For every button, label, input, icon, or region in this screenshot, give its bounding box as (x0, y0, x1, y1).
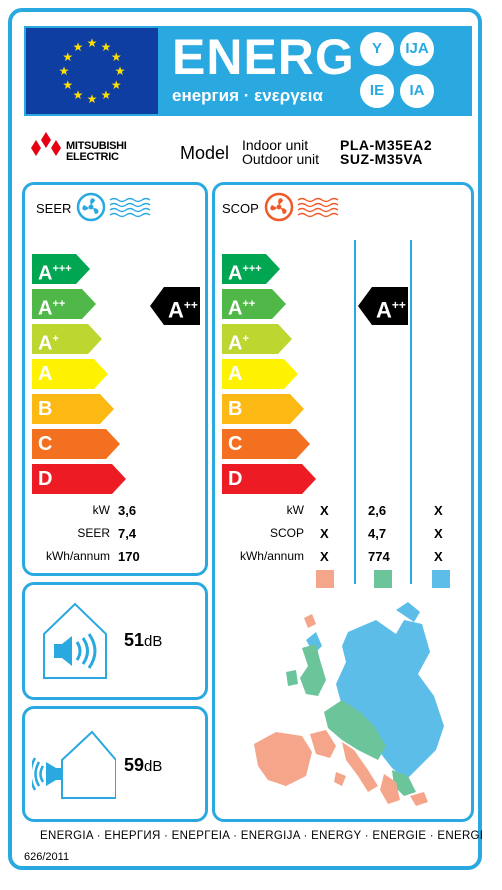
outdoor-noise-icon (29, 722, 117, 809)
cooling-class-label: C (38, 433, 53, 455)
cooling-class-bar: C (32, 429, 120, 459)
outdoor-model-number: SUZ-M35VA (340, 151, 423, 167)
eu-star-icon: ★ (111, 50, 122, 64)
heating-row-value: 2,6 (368, 503, 387, 518)
cooling-panel (22, 182, 208, 576)
indoor-unit-label: Indoor unit (242, 137, 309, 153)
heating-class-bar: C (222, 429, 310, 459)
energy-subtitle: енергия · ενεργεια (172, 86, 323, 105)
cooling-class-bar: D (32, 464, 126, 494)
lang-badge-ija: IJA (400, 32, 434, 66)
cooling-class-bar: A++ (32, 289, 96, 320)
cooling-class-label: A++ (38, 297, 66, 320)
zone-divider (354, 240, 356, 584)
heating-class-label: A+ (228, 332, 249, 355)
unit-types: Indoor unit Outdoor unit (242, 138, 319, 166)
indoor-model-number: PLA-M35EA2 (340, 137, 433, 153)
cooling-row-label: SEER (77, 526, 110, 540)
cooling-class-bar: A+++ (32, 254, 90, 285)
outdoor-noise-value: 59dB (124, 755, 163, 775)
heating-class-bar: A++ (222, 289, 286, 320)
eu-star-icon: ★ (115, 64, 126, 78)
heating-class-label: A+++ (228, 262, 262, 285)
cooling-rating-arrow: A++ (150, 287, 200, 325)
cooling-row-value: 170 (118, 549, 140, 564)
energy-title: ENERG (172, 29, 355, 85)
indoor-noise-icon (40, 600, 110, 687)
heating-row-value: X (320, 526, 329, 541)
heating-class-label: C (228, 433, 243, 455)
heating-class-label: D (228, 468, 243, 490)
outdoor-unit-label: Outdoor unit (242, 151, 320, 167)
heating-class-label: B (228, 398, 243, 420)
europe-climate-map-icon (246, 600, 456, 817)
zone-swatch-warmer (316, 570, 334, 588)
heating-class-bar: D (222, 464, 316, 494)
heating-class-label: A++ (228, 297, 256, 320)
heating-class-bar: A+ (222, 324, 292, 355)
heating-row-value: X (434, 503, 443, 518)
heating-row-label: SCOP (269, 526, 304, 540)
eu-flag-icon: ★ ★ ★ ★ ★ ★ ★ ★ ★ ★ ★ ★ (26, 28, 158, 114)
heating-row-label: kW (286, 503, 304, 517)
brand-line-2: ELECTRIC (66, 151, 119, 163)
heating-fan-icon (264, 192, 346, 227)
eu-star-icon: ★ (62, 78, 73, 92)
cooling-class-bar: A+ (32, 324, 102, 355)
brand-line-1: MITSUBISHI (66, 140, 127, 152)
unit-models: PLA-M35EA2 SUZ-M35VA (340, 138, 432, 166)
cooling-class-label: A+++ (38, 262, 72, 285)
heating-row-value: X (434, 526, 443, 541)
regulation-number: 626/2011 (24, 851, 70, 863)
cooling-fan-icon (76, 192, 158, 227)
heating-class-bar: A (222, 359, 298, 389)
cooling-row-value: 7,4 (118, 526, 137, 541)
footer-languages: ENERGIA · ЕНЕРГИЯ · ΕΝΕΡΓΕΙΑ · ENERGIJA … (40, 830, 484, 842)
heating-row-value: X (434, 549, 443, 564)
cooling-panel-title: SEER (36, 201, 72, 216)
heating-class-bar: B (222, 394, 304, 424)
eu-star-icon: ★ (87, 36, 98, 50)
eu-star-icon: ★ (59, 64, 70, 78)
cooling-class-label: A (38, 363, 53, 385)
lang-badge-y: Y (360, 32, 394, 66)
eu-star-icon: ★ (62, 50, 73, 64)
zone-divider (410, 240, 412, 584)
heating-row-value: X (320, 549, 329, 564)
zone-swatch-average (374, 570, 392, 588)
indoor-noise-value: 51dB (124, 630, 163, 650)
cooling-class-label: D (38, 468, 53, 490)
heating-row-label: kWh/annum (239, 549, 304, 563)
eu-star-icon: ★ (111, 78, 122, 92)
eu-star-icon: ★ (101, 88, 112, 102)
model-label: Model (180, 143, 230, 163)
eu-star-icon: ★ (87, 92, 98, 106)
heating-row-value: 4,7 (368, 526, 387, 541)
brand-name: MITSUBISHI ELECTRIC (66, 141, 127, 163)
cooling-class-bar: A (32, 359, 108, 389)
eu-star-icon: ★ (101, 40, 112, 54)
mitsubishi-logo-icon (28, 132, 64, 169)
heating-class-label: A (228, 363, 243, 385)
cooling-row-value: 3,6 (118, 503, 137, 518)
cooling-row-label: kW (92, 503, 110, 517)
heating-panel-title: SCOP (222, 201, 259, 216)
heating-rating-label: A++ (376, 297, 406, 323)
heating-rating-arrow: A++ (358, 287, 408, 325)
zone-swatch-colder (432, 570, 450, 588)
cooling-class-label: A+ (38, 332, 59, 355)
lang-badge-ie: IE (360, 74, 394, 108)
cooling-class-label: B (38, 398, 53, 420)
heating-class-bar: A+++ (222, 254, 280, 285)
heating-row-value: X (320, 503, 329, 518)
cooling-rating-label: A++ (168, 297, 198, 323)
eu-star-icon: ★ (73, 88, 84, 102)
cooling-row-label: kWh/annum (45, 549, 110, 563)
heating-row-value: 774 (368, 549, 390, 564)
eu-star-icon: ★ (73, 40, 84, 54)
cooling-class-bar: B (32, 394, 114, 424)
lang-badge-ia: IA (400, 74, 434, 108)
